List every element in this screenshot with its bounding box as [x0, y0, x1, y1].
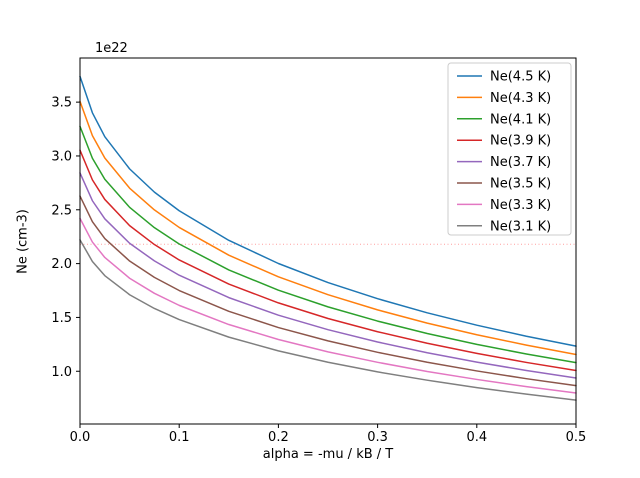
legend-box [447, 62, 572, 236]
y-tick-label: 3.5 [51, 96, 72, 111]
legend-label: Ne(3.1 K) [490, 219, 551, 234]
legend-label: Ne(3.3 K) [490, 198, 551, 213]
legend-label: Ne(4.3 K) [490, 91, 551, 106]
y-tick-label: 3.0 [51, 149, 72, 164]
axes-frame [79, 57, 577, 425]
x-tick-label: 0.0 [70, 430, 91, 445]
x-tick-label: 0.1 [169, 430, 190, 445]
y-tick-label: 1.0 [51, 365, 72, 380]
curve-ne-3.3-k- [79, 217, 577, 394]
x-axis-label: alpha = -mu / kB / T [262, 447, 394, 462]
curve-ne-3.5-k- [79, 195, 577, 387]
y-tick-label: 2.0 [51, 257, 72, 272]
x-tick-label: 0.4 [466, 430, 487, 445]
curve-ne-4.3-k- [79, 100, 577, 356]
x-tick-label: 0.5 [566, 430, 587, 445]
legend-label: Ne(3.9 K) [490, 134, 551, 149]
curve-ne-3.7-k- [79, 172, 577, 379]
y-axis-label: Ne (cm-3) [15, 209, 31, 274]
legend-label: Ne(3.5 K) [490, 177, 551, 192]
legend-label: Ne(4.1 K) [490, 112, 551, 127]
y-tick-label: 2.5 [51, 203, 72, 218]
y-tick-label: 1.5 [51, 311, 72, 326]
x-tick-label: 0.3 [367, 430, 388, 445]
x-tick-label: 0.2 [268, 430, 289, 445]
curve-ne-3.9-k- [79, 149, 577, 372]
y-axis-offset-text: 1e22 [95, 41, 128, 56]
curve-ne-4.1-k- [79, 125, 577, 364]
curve-ne-3.1-k- [79, 239, 577, 401]
legend-label: Ne(3.7 K) [490, 155, 551, 170]
legend-label: Ne(4.5 K) [490, 70, 551, 85]
curve-ne-4.5-k- [79, 75, 577, 347]
